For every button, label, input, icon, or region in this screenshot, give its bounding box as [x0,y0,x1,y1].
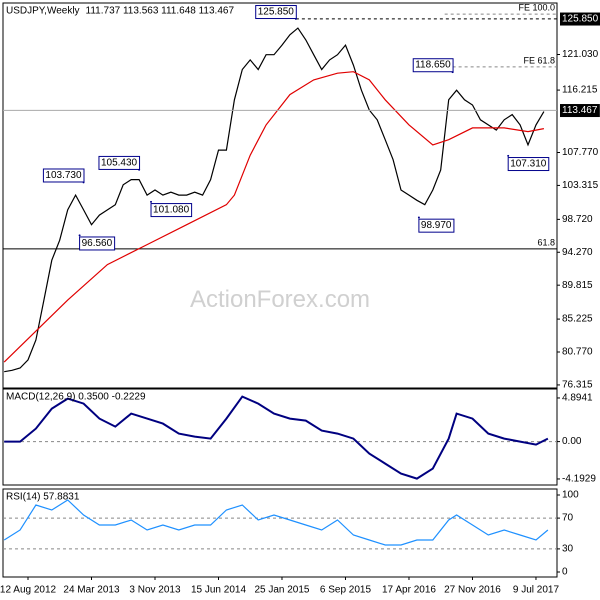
panel-title: RSI(14) 57.8831 [6,492,80,503]
x-tick-label: 27 Nov 2016 [444,585,501,596]
y-tick-label: 103.315 [562,180,599,191]
low-point [507,154,510,157]
y-tick-label: 100 [562,490,579,501]
x-tick-label: 25 Jan 2015 [254,585,309,596]
x-tick-label: 3 Nov 2013 [129,585,181,596]
y-tick-label: 4.8941 [562,393,593,404]
label-box [150,203,193,218]
y-tick-label: 0.00 [562,436,582,447]
x-tick-label: 12 Aug 2012 [0,585,57,596]
series-line [3,499,549,546]
level-label: 61.8 [537,237,555,247]
watermark: ActionForex.com [190,286,370,313]
y-tick-label: 70 [562,513,574,524]
y-tick-label: 76.315 [562,380,593,391]
panel-title: USDJPY,Weekly [6,6,80,17]
panel-frame [2,2,558,389]
y-tick-label: 30 [562,544,574,555]
y-tick-label: 121.030 [562,49,599,60]
price-label: 113.467 [562,105,598,116]
price-label: 125.850 [258,7,295,18]
x-tick-label: 9 Jul 2017 [513,585,560,596]
y-tick-label: -4.1929 [562,474,596,485]
panel-frame [2,488,558,578]
price-label: 107.310 [510,159,547,170]
series-line [4,395,549,480]
y-tick-label: 89.815 [562,280,593,291]
price-label: 96.560 [82,238,113,249]
low-point [150,200,153,203]
series-line [3,71,545,363]
label-box [79,236,116,251]
level-label: FE 61.8 [523,55,555,65]
low-point [78,234,81,237]
x-tick-label: 17 Apr 2016 [382,585,436,596]
series-line [4,27,545,373]
price-label: 125.850 [562,14,599,25]
price-label: 118.650 [415,60,451,71]
price-label: 98.970 [421,220,452,231]
label-box [560,12,600,26]
y-tick-label: 107.770 [562,147,599,158]
price-label: 101.080 [153,205,190,216]
label-box [507,157,550,172]
label-box [42,168,85,183]
label-box [560,104,600,118]
x-tick-label: 6 Sep 2015 [320,585,372,596]
price-label: 105.430 [101,157,138,168]
label-box [418,218,455,233]
level-label: FE 100.0 [518,2,555,12]
y-tick-label: 116.215 [562,85,598,96]
label-box [412,58,454,73]
x-tick-label: 24 Mar 2013 [63,585,120,596]
y-tick-label: 80.770 [562,347,593,358]
x-tick-label: 15 Jun 2014 [191,585,246,596]
price-label: 103.730 [45,170,82,181]
label-box [98,155,141,170]
label-box [255,5,297,20]
y-tick-label: 0 [562,567,568,578]
panel-subtitle: 111.737 113.563 111.648 113.467 [86,6,235,17]
panel-frame [2,388,558,486]
y-tick-label: 85.225 [562,314,593,325]
y-tick-label: 98.720 [562,214,593,225]
low-point [417,216,420,219]
panel-title: MACD(12,26,9) 0.3500 -0.2229 [6,392,146,403]
y-tick-label: 94.270 [562,247,593,258]
